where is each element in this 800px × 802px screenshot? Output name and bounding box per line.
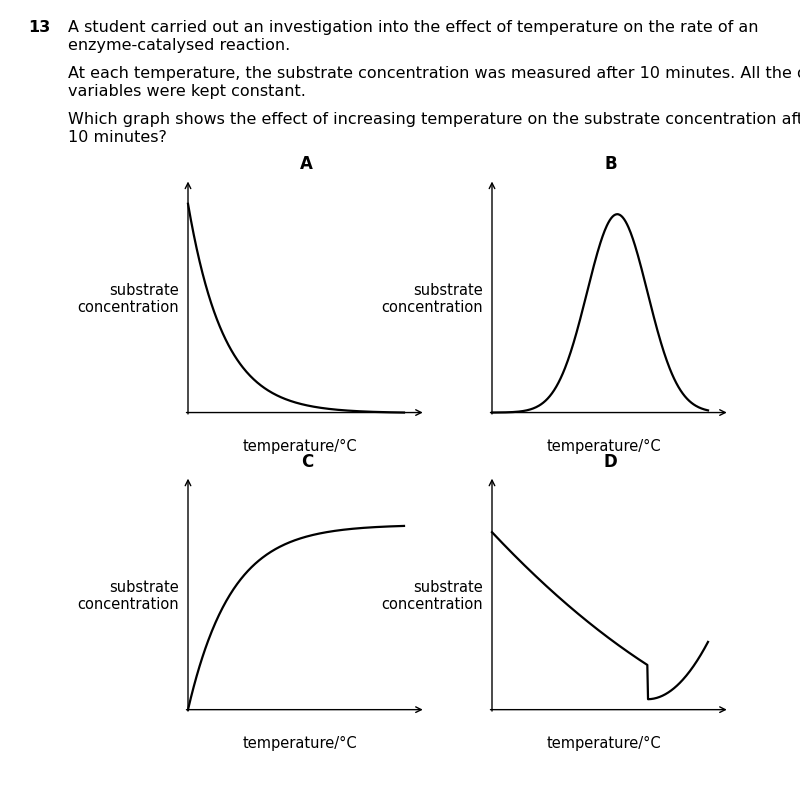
Text: enzyme-catalysed reaction.: enzyme-catalysed reaction.: [68, 38, 290, 53]
Text: 13: 13: [28, 20, 50, 35]
Text: temperature/°C: temperature/°C: [243, 735, 358, 750]
Text: C: C: [301, 452, 313, 470]
Text: B: B: [605, 156, 617, 173]
Text: Which graph shows the effect of increasing temperature on the substrate concentr: Which graph shows the effect of increasi…: [68, 111, 800, 127]
Text: 10 minutes?: 10 minutes?: [68, 129, 167, 144]
Text: temperature/°C: temperature/°C: [547, 735, 662, 750]
Text: temperature/°C: temperature/°C: [547, 438, 662, 453]
Text: D: D: [604, 452, 618, 470]
Text: variables were kept constant.: variables were kept constant.: [68, 83, 306, 99]
Text: temperature/°C: temperature/°C: [243, 438, 358, 453]
Text: substrate
concentration: substrate concentration: [78, 579, 179, 611]
Text: substrate
concentration: substrate concentration: [382, 282, 483, 314]
Text: substrate
concentration: substrate concentration: [382, 579, 483, 611]
Text: substrate
concentration: substrate concentration: [78, 282, 179, 314]
Text: A student carried out an investigation into the effect of temperature on the rat: A student carried out an investigation i…: [68, 20, 758, 35]
Text: A: A: [300, 156, 314, 173]
Text: At each temperature, the substrate concentration was measured after 10 minutes. : At each temperature, the substrate conce…: [68, 66, 800, 81]
